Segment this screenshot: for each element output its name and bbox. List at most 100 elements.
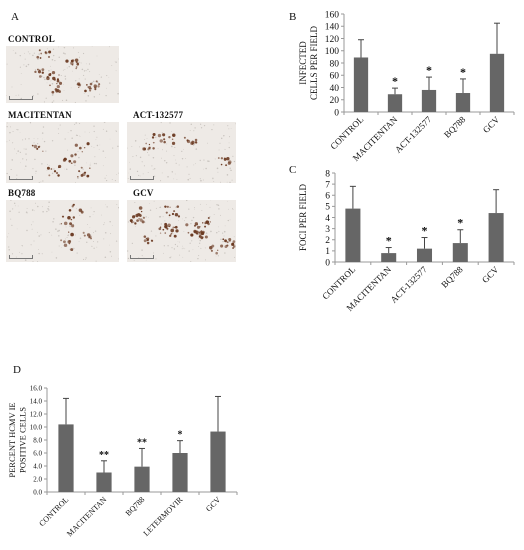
tissue-speck	[91, 145, 93, 147]
tissue-speck	[235, 245, 236, 247]
scale-bar	[130, 255, 154, 259]
tissue-speck	[224, 225, 226, 227]
micrograph-gcv	[127, 200, 236, 262]
stained-nucleus	[56, 82, 58, 85]
stained-nucleus	[228, 238, 232, 242]
tissue-speck	[160, 122, 162, 124]
tissue-speck	[48, 69, 50, 72]
tissue-speck	[34, 210, 35, 212]
tissue-speck	[55, 228, 57, 230]
y-tick-label: 8.0	[33, 436, 42, 444]
tissue-speck	[135, 155, 137, 157]
tissue-speck	[164, 160, 166, 162]
tissue-speck	[25, 153, 27, 155]
stained-nucleus	[170, 234, 172, 236]
stained-nucleus	[142, 147, 146, 151]
stained-nucleus	[222, 238, 225, 241]
tissue-speck	[74, 164, 76, 166]
tissue-speck	[138, 174, 140, 177]
tissue-speck	[192, 249, 194, 251]
tissue-speck	[78, 56, 81, 58]
stained-nucleus	[55, 89, 59, 93]
stained-nucleus	[89, 89, 92, 92]
tissue-speck	[234, 256, 236, 258]
stained-nucleus	[71, 224, 75, 228]
tissue-speck	[115, 174, 117, 176]
tissue-speck	[25, 148, 27, 150]
tissue-speck	[72, 47, 74, 49]
tissue-speck	[54, 59, 56, 62]
tissue-speck	[171, 131, 172, 132]
tissue-speck	[230, 128, 232, 130]
tissue-speck	[33, 240, 35, 242]
micrograph-label-macitentan: MACITENTAN	[8, 110, 72, 120]
tissue-speck	[229, 167, 231, 169]
tissue-speck	[48, 206, 50, 208]
tissue-speck	[185, 217, 187, 219]
stained-nucleus	[63, 221, 68, 226]
tissue-speck	[192, 216, 195, 219]
tissue-speck	[194, 208, 196, 210]
tissue-speck	[93, 96, 96, 98]
stained-nucleus	[64, 158, 67, 161]
stained-nucleus	[70, 61, 74, 65]
tissue-speck	[227, 200, 228, 202]
tissue-speck	[46, 210, 48, 213]
tissue-speck	[118, 258, 119, 260]
tissue-speck	[167, 176, 169, 178]
tissue-speck	[83, 74, 85, 77]
tissue-speck	[99, 144, 101, 146]
stained-nucleus	[191, 142, 194, 146]
tissue-speck	[10, 169, 12, 171]
stained-nucleus	[58, 90, 62, 93]
stained-nucleus	[220, 163, 223, 166]
tissue-speck	[75, 182, 76, 183]
tissue-speck	[104, 256, 107, 259]
tissue-speck	[95, 139, 97, 141]
tissue-speck	[93, 130, 95, 133]
tissue-speck	[29, 122, 32, 124]
tissue-speck	[12, 142, 14, 144]
tissue-speck	[147, 172, 149, 174]
stained-nucleus	[48, 50, 52, 54]
tissue-speck	[19, 66, 22, 68]
tissue-speck	[148, 217, 149, 219]
tissue-speck	[217, 171, 219, 173]
tissue-speck	[61, 99, 64, 101]
tissue-speck	[182, 245, 183, 247]
tissue-speck	[112, 225, 113, 226]
stained-nucleus	[143, 235, 147, 238]
stained-nucleus	[220, 244, 224, 248]
y-tick-label: 140	[325, 23, 340, 33]
y-axis-title: POSITIVE CELLS	[18, 407, 28, 473]
tissue-speck	[24, 52, 25, 54]
stained-nucleus	[86, 233, 91, 237]
tissue-speck	[26, 212, 28, 214]
tissue-speck	[88, 63, 91, 65]
tissue-speck	[172, 232, 173, 233]
tissue-speck	[59, 223, 61, 225]
stained-nucleus	[87, 86, 89, 88]
tissue-speck	[106, 179, 108, 182]
x-category-label: CONTROL	[37, 495, 70, 528]
tissue-speck	[232, 155, 234, 157]
stained-nucleus	[210, 249, 213, 252]
significance-marker: *	[392, 74, 398, 88]
tissue-speck	[81, 84, 82, 86]
tissue-speck	[40, 181, 42, 183]
tissue-speck	[92, 240, 94, 242]
tissue-speck	[104, 177, 106, 179]
stained-nucleus	[164, 222, 168, 226]
tissue-speck	[109, 244, 110, 246]
tissue-speck	[216, 204, 218, 206]
tissue-speck	[72, 70, 73, 72]
tissue-speck	[194, 127, 196, 129]
tissue-speck	[155, 235, 157, 237]
tissue-speck	[173, 155, 175, 157]
stained-nucleus	[68, 240, 72, 243]
stained-nucleus	[90, 87, 92, 90]
tissue-speck	[228, 128, 230, 130]
tissue-speck	[16, 228, 18, 230]
tissue-speck	[38, 235, 40, 237]
